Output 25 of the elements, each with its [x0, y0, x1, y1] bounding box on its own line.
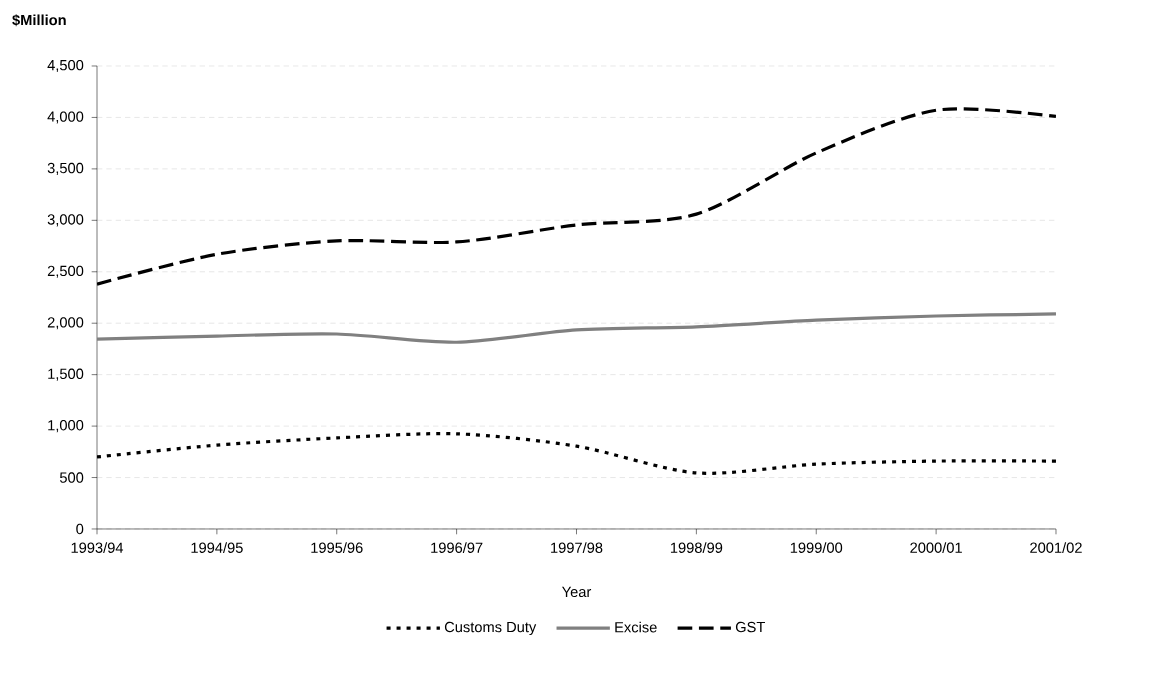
- legend-label: GST: [735, 621, 766, 633]
- x-tick-label: 1998/99: [670, 542, 723, 553]
- y-tick-label: 1,500: [48, 368, 84, 381]
- x-tick-label: 1994/95: [191, 542, 243, 553]
- x-tick-label: 2001/02: [1030, 542, 1082, 553]
- x-tick-label: 1993/94: [71, 542, 124, 553]
- y-tick-label: 0: [76, 523, 84, 535]
- line-series: [97, 312, 1056, 344]
- x-tick-label: 1997/98: [551, 542, 603, 553]
- y-tick-label: 3,500: [47, 162, 84, 175]
- x-tick-label: 1996/97: [431, 542, 483, 553]
- y-tick-label: 1,000: [48, 420, 84, 433]
- x-tick-label: 1995/96: [311, 542, 363, 553]
- y-tick-label: 500: [59, 472, 84, 483]
- x-tick-label: 1999/00: [790, 542, 843, 553]
- y-tick-label: 2,500: [47, 265, 84, 278]
- y-tick-label: 4,500: [47, 59, 84, 73]
- x-axis-title: Year: [561, 586, 592, 598]
- y-tick-label: 2,000: [47, 317, 84, 330]
- y-tick-label: 4,000: [47, 111, 84, 124]
- y-axis-title: $Million: [12, 14, 66, 27]
- y-tick-label: 3,000: [47, 214, 84, 227]
- x-tick-label: 2000/01: [910, 542, 962, 553]
- legend-label: Customs Duty: [444, 621, 537, 636]
- legend-label: Excise: [615, 621, 657, 633]
